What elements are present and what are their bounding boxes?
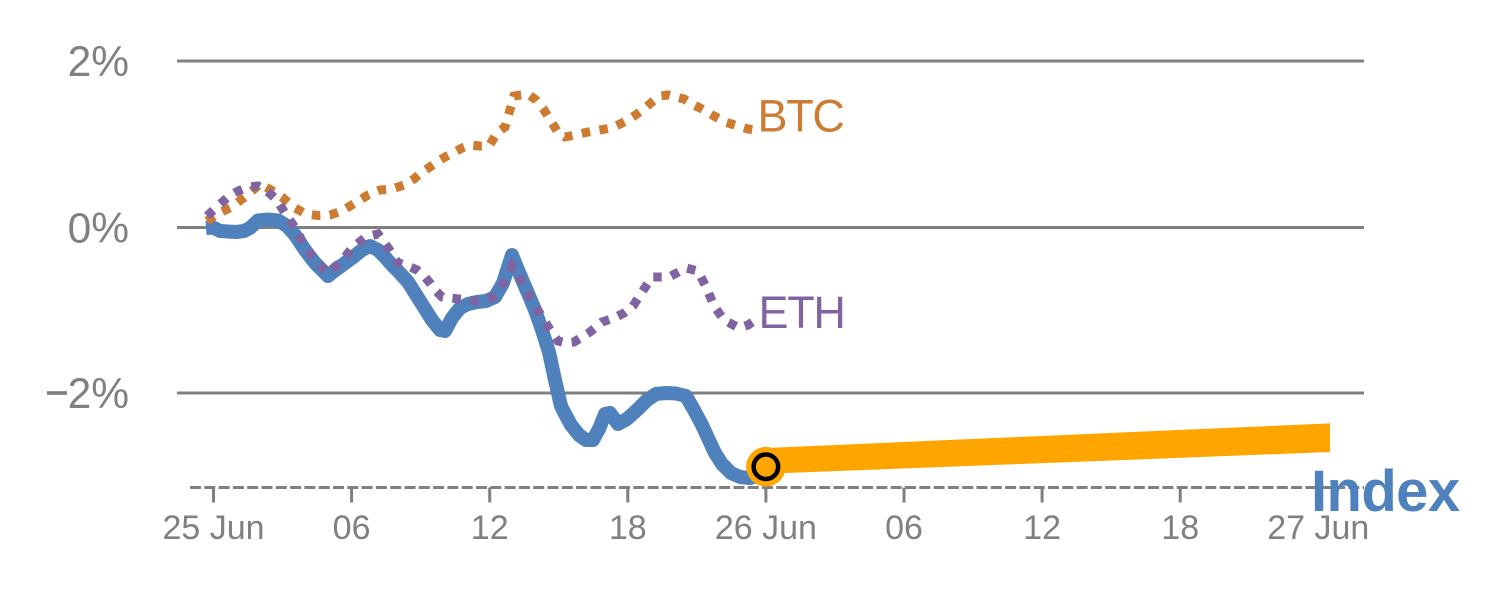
svg-text:12: 12 bbox=[1023, 509, 1061, 547]
svg-text:18: 18 bbox=[609, 509, 647, 547]
svg-text:BTC: BTC bbox=[758, 90, 844, 141]
svg-text:18: 18 bbox=[1161, 509, 1199, 547]
svg-text:2%: 2% bbox=[68, 39, 129, 86]
svg-text:ETH: ETH bbox=[759, 287, 845, 338]
svg-text:27 Jun: 27 Jun bbox=[1267, 509, 1369, 547]
svg-text:Index: Index bbox=[1311, 459, 1460, 524]
svg-text:26 Jun: 26 Jun bbox=[715, 509, 817, 547]
svg-text:12: 12 bbox=[471, 509, 509, 547]
svg-text:2%: 2% bbox=[68, 371, 129, 418]
svg-text:25 Jun: 25 Jun bbox=[162, 509, 264, 547]
svg-text:06: 06 bbox=[333, 509, 371, 547]
svg-text:0%: 0% bbox=[68, 206, 129, 253]
svg-text:06: 06 bbox=[885, 509, 923, 547]
